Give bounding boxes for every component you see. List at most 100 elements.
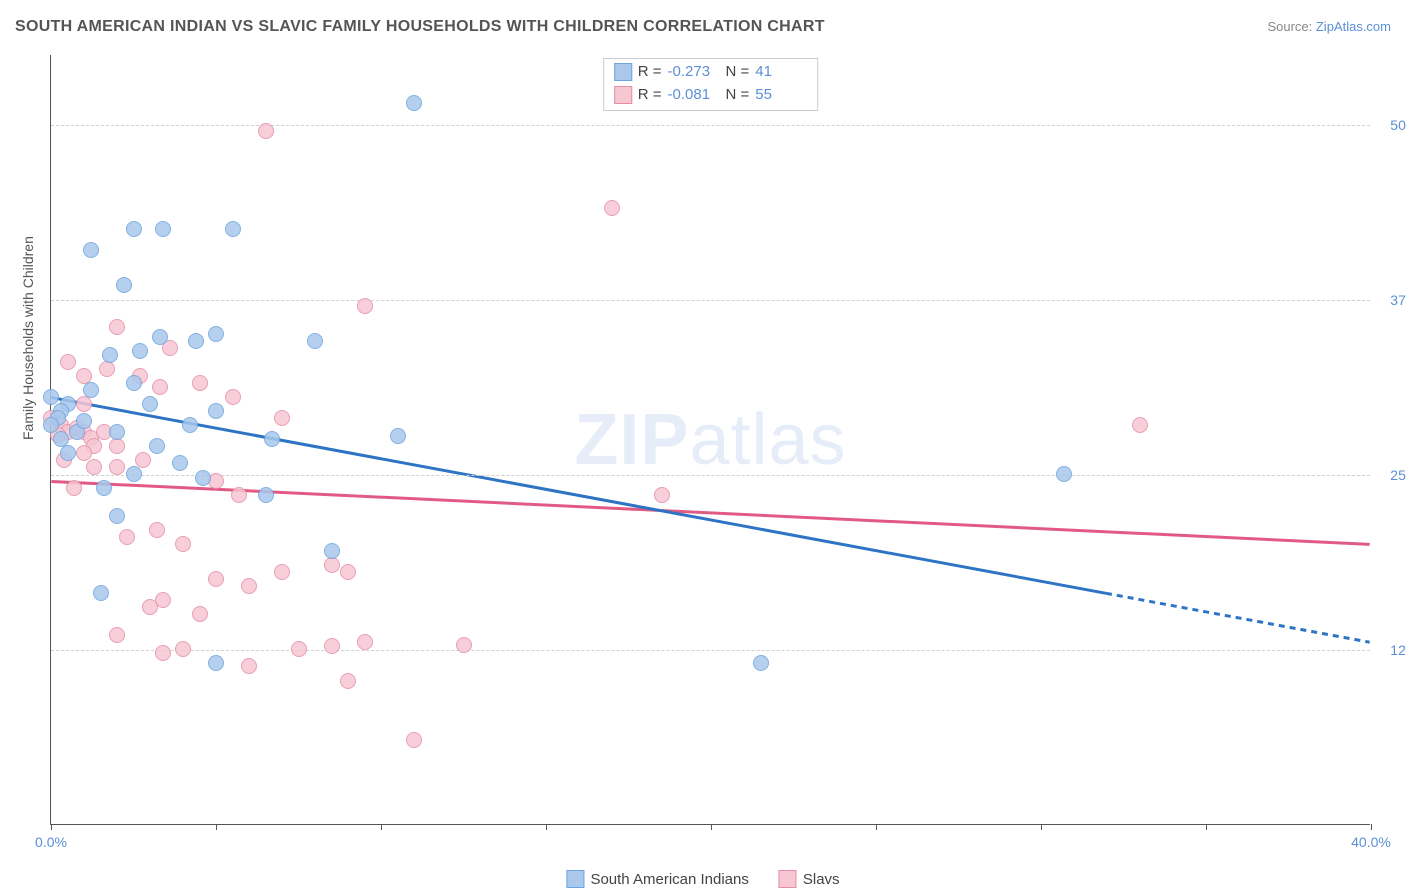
data-point-a [43,389,59,405]
r-label: R = [638,84,662,107]
data-point-b [109,319,125,335]
legend-item-a: South American Indians [566,870,748,888]
gridline [51,475,1370,476]
x-tick [1041,824,1042,830]
data-point-b [291,641,307,657]
data-point-b [152,379,168,395]
data-point-b [241,658,257,674]
legend-stats: R = -0.273 N = 41 R = -0.081 N = 55 [603,58,819,111]
data-point-b [357,634,373,650]
n-label: N = [726,84,750,107]
data-point-b [654,487,670,503]
legend-stats-row-b: R = -0.081 N = 55 [614,84,808,107]
source-credit: Source: ZipAtlas.com [1267,19,1391,34]
data-point-b [109,459,125,475]
data-point-b [99,361,115,377]
data-point-a [155,221,171,237]
data-point-a [126,375,142,391]
data-point-b [135,452,151,468]
n-value-b: 55 [755,84,807,107]
legend-item-b: Slavs [779,870,840,888]
x-tick-label: 0.0% [35,834,67,850]
data-point-b [406,732,422,748]
data-point-a [208,326,224,342]
swatch-series-b [779,870,797,888]
data-point-b [241,578,257,594]
data-point-b [604,200,620,216]
data-point-b [208,571,224,587]
data-point-b [357,298,373,314]
r-value-b: -0.081 [668,84,720,107]
x-tick [876,824,877,830]
data-point-a [208,403,224,419]
data-point-a [96,480,112,496]
data-point-a [102,347,118,363]
legend-stats-row-a: R = -0.273 N = 41 [614,61,808,84]
series-a-name: South American Indians [590,871,748,888]
data-point-b [231,487,247,503]
data-point-b [324,557,340,573]
gridline [51,650,1370,651]
source-link[interactable]: ZipAtlas.com [1316,19,1391,34]
y-tick-label: 37.5% [1375,292,1406,308]
data-point-b [76,445,92,461]
data-point-a [1056,466,1072,482]
title-bar: SOUTH AMERICAN INDIAN VS SLAVIC FAMILY H… [15,18,1391,36]
data-point-b [155,645,171,661]
data-point-b [225,389,241,405]
data-point-a [43,417,59,433]
watermark-bold: ZIP [574,400,689,480]
swatch-series-b [614,86,632,104]
trend-line [51,398,1106,594]
data-point-a [126,466,142,482]
data-point-a [83,382,99,398]
data-point-a [76,413,92,429]
data-point-b [192,375,208,391]
source-prefix: Source: [1267,19,1315,34]
x-tick [381,824,382,830]
data-point-b [1132,417,1148,433]
data-point-a [307,333,323,349]
data-point-a [109,424,125,440]
data-point-b [76,396,92,412]
data-point-b [155,592,171,608]
x-tick [1206,824,1207,830]
trend-line [1106,593,1370,642]
data-point-a [225,221,241,237]
data-point-a [152,329,168,345]
data-point-a [132,343,148,359]
data-point-a [149,438,165,454]
x-tick [711,824,712,830]
trend-lines [51,55,1370,824]
x-tick [216,824,217,830]
data-point-a [208,655,224,671]
y-tick-label: 12.5% [1375,642,1406,658]
watermark-rest: atlas [689,400,846,480]
chart-title: SOUTH AMERICAN INDIAN VS SLAVIC FAMILY H… [15,18,825,36]
data-point-a [60,445,76,461]
data-point-a [406,95,422,111]
data-point-a [126,221,142,237]
data-point-a [753,655,769,671]
data-point-b [86,459,102,475]
x-tick [546,824,547,830]
watermark: ZIPatlas [574,399,846,481]
data-point-b [66,480,82,496]
swatch-series-a [566,870,584,888]
data-point-b [340,673,356,689]
data-point-b [60,354,76,370]
data-point-b [274,564,290,580]
data-point-b [149,522,165,538]
data-point-a [142,396,158,412]
data-point-b [175,641,191,657]
data-point-a [264,431,280,447]
data-point-b [119,529,135,545]
x-tick [51,824,52,830]
data-point-b [109,438,125,454]
data-point-b [456,637,472,653]
r-label: R = [638,61,662,84]
trend-line [51,481,1369,544]
data-point-b [258,123,274,139]
y-tick-label: 25.0% [1375,467,1406,483]
y-axis-label: Family Households with Children [20,236,36,440]
